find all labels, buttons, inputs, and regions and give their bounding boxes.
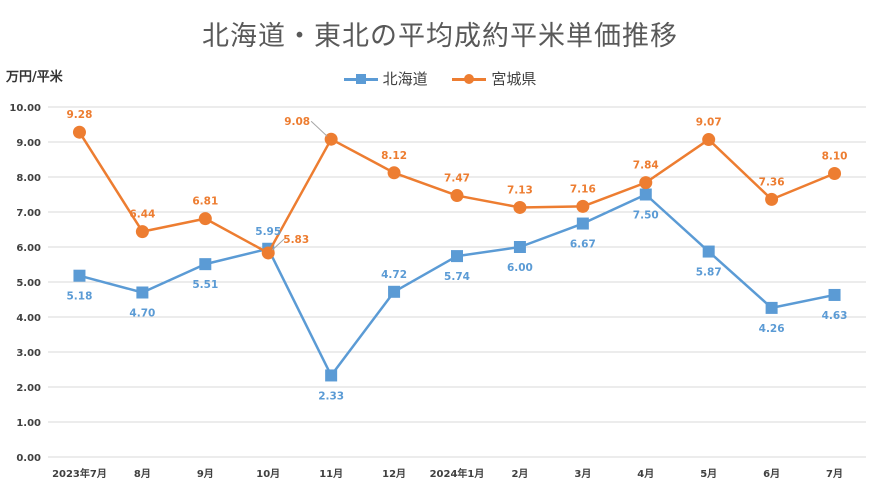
x-tick-label: 9月 <box>197 468 214 480</box>
data-label: 4.72 <box>381 269 407 281</box>
data-point <box>387 166 401 180</box>
y-tick-label: 6.00 <box>16 243 41 254</box>
data-label: 9.07 <box>696 117 722 129</box>
data-point <box>324 132 338 146</box>
data-point <box>261 246 275 260</box>
data-label: 5.83 <box>283 234 309 246</box>
data-labels: 5.18 4.70 5.51 5.95 2.33 4.72 5.74 6.00 6.67 7.50… <box>67 109 848 402</box>
leader-line <box>271 238 285 251</box>
data-label: 6.67 <box>570 239 596 251</box>
data-point <box>513 200 527 214</box>
legend-entry-miyagi: 宮城県 <box>452 68 536 89</box>
data-label: 5.95 <box>255 226 281 238</box>
data-label: 4.26 <box>759 323 785 335</box>
data-point <box>702 245 715 258</box>
data-point <box>451 250 463 263</box>
y-axis-unit-label: 万円/平米 <box>6 70 63 85</box>
y-tick-label: 7.00 <box>16 208 41 219</box>
data-label: 7.13 <box>507 184 533 196</box>
x-tick-label: 3月 <box>574 468 591 480</box>
y-tick-label: 0.00 <box>16 453 41 464</box>
legend-label-miyagi: 宮城県 <box>491 70 537 88</box>
data-label: 9.28 <box>67 109 93 121</box>
data-label: 7.84 <box>633 160 659 172</box>
data-point <box>72 125 86 139</box>
data-label: 5.74 <box>444 271 470 283</box>
y-tick-label: 2.00 <box>16 383 41 394</box>
data-label: 8.10 <box>822 151 848 163</box>
data-label: 6.81 <box>192 196 218 208</box>
data-point <box>639 188 652 201</box>
data-label: 7.36 <box>759 176 785 188</box>
data-point <box>828 288 841 301</box>
data-label: 5.87 <box>696 267 722 279</box>
data-label: 6.44 <box>129 209 155 221</box>
x-tick-label: 12月 <box>382 468 406 480</box>
data-point <box>199 258 212 271</box>
legend: 北海道 宮城県 <box>0 68 880 90</box>
y-tick-label: 5.00 <box>16 278 41 289</box>
x-tick-label: 11月 <box>319 468 343 480</box>
data-label: 5.51 <box>192 279 218 291</box>
data-label: 6.00 <box>507 262 533 274</box>
leader-line <box>310 120 328 137</box>
x-tick-label: 2月 <box>511 468 528 480</box>
data-label: 7.47 <box>444 173 470 185</box>
y-tick-label: 10.00 <box>9 103 41 114</box>
data-point <box>388 285 401 298</box>
data-point <box>73 269 86 282</box>
x-tick-label: 2024年1月 <box>430 467 485 480</box>
data-point <box>765 301 778 314</box>
y-tick-label: 1.00 <box>16 418 41 429</box>
data-label: 2.33 <box>318 390 344 402</box>
y-tick-label: 3.00 <box>16 348 41 359</box>
data-label: 4.70 <box>129 308 155 320</box>
data-point <box>450 189 464 203</box>
x-tick-label: 6月 <box>763 468 780 480</box>
data-label: 9.08 <box>284 116 310 128</box>
data-point <box>198 212 212 226</box>
chart-title: 北海道・東北の平均成約平米単価推移 <box>202 21 678 52</box>
data-point <box>828 167 842 180</box>
data-point <box>135 225 149 239</box>
data-label: 8.12 <box>381 150 407 162</box>
data-point <box>639 176 653 190</box>
data-label: 7.50 <box>633 210 659 222</box>
x-tick-label: 7月 <box>826 468 843 480</box>
legend-swatch-hokkaido <box>343 72 378 86</box>
data-label: 4.63 <box>822 310 848 322</box>
legend-label-hokkaido: 北海道 <box>382 70 428 88</box>
series <box>72 125 842 382</box>
x-tick-label: 2023年7月 <box>52 467 107 480</box>
data-point <box>576 199 590 213</box>
legend-entry-hokkaido: 北海道 <box>343 68 428 89</box>
data-point <box>576 217 589 230</box>
data-point <box>513 241 526 253</box>
y-tick-label: 9.00 <box>16 138 41 149</box>
data-point <box>136 286 149 299</box>
x-tick-label: 8月 <box>134 468 151 480</box>
axis-ticks: 0.00 1.00 2.00 3.00 4.00 5.00 6.00 7.00 8.00 9.00… <box>9 103 843 480</box>
data-point <box>765 192 779 206</box>
y-tick-label: 8.00 <box>16 173 41 184</box>
data-label: 5.18 <box>67 291 93 303</box>
data-point <box>325 369 338 382</box>
x-tick-label: 5月 <box>700 468 717 480</box>
data-point <box>702 133 716 147</box>
legend-swatch-miyagi <box>452 72 487 86</box>
gridlines <box>48 106 866 458</box>
data-label: 7.16 <box>570 183 596 195</box>
y-tick-label: 4.00 <box>16 313 41 324</box>
x-tick-label: 10月 <box>256 468 280 480</box>
x-tick-label: 4月 <box>637 468 654 480</box>
